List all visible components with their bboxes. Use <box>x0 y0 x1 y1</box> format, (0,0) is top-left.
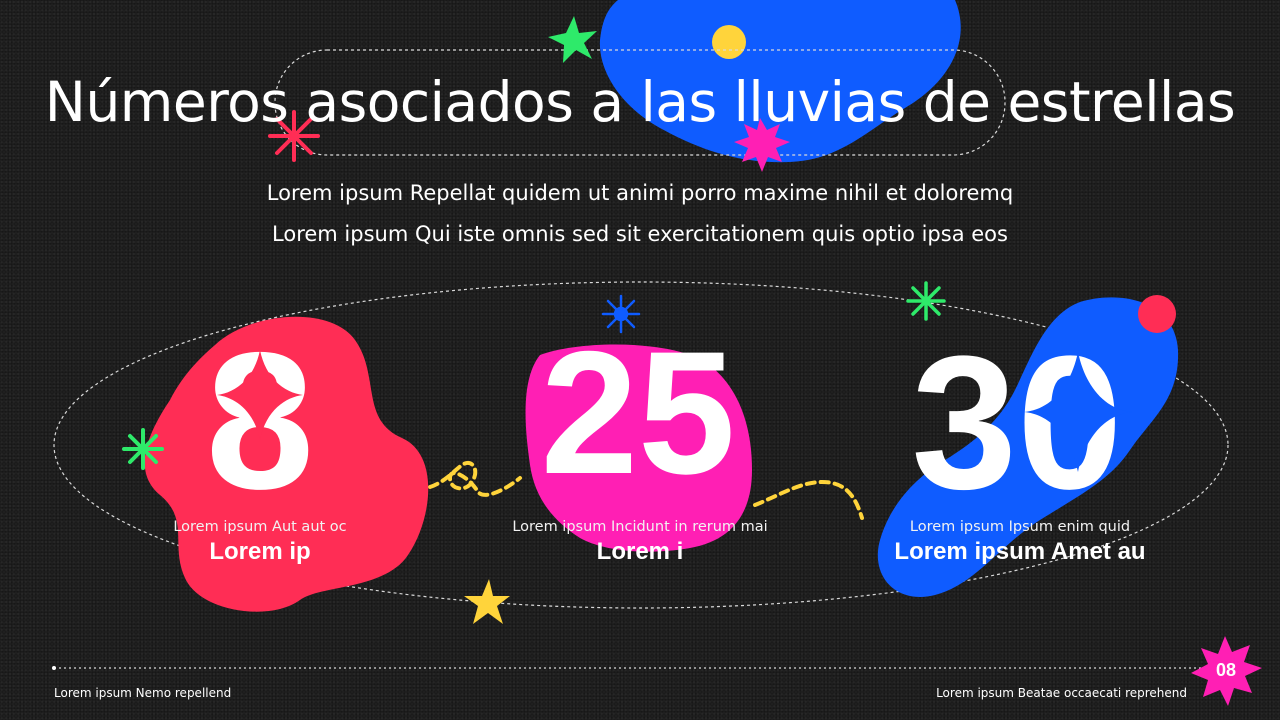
footer-right-text: Lorem ipsum Beatae occaecati reprehend <box>936 686 1187 700</box>
stat-label: Lorem ipsum Amet au <box>894 538 1146 565</box>
stat-card-3: Lorem ipsum Ipsum enim quid Lorem ipsum … <box>860 519 1180 566</box>
stat-caption: Lorem ipsum Ipsum enim quid <box>909 519 1131 535</box>
pink-blob <box>525 344 752 552</box>
blue-asterisk-icon <box>601 294 641 334</box>
red-dot <box>1138 295 1176 333</box>
red-sparkle-in-eight <box>217 350 303 440</box>
page-number: 08 <box>1215 660 1237 680</box>
stat-card-1: Lorem ipsum Aut aut oc Lorem ip <box>110 519 410 566</box>
subtitle-line-2: Lorem ipsum Qui iste omnis sed sit exerc… <box>272 222 1008 246</box>
stat-label: Lorem i <box>596 538 684 565</box>
yellow-star-icon <box>464 579 510 624</box>
stat-card-2: Lorem ipsum Incidunt in rerum mai Lorem … <box>480 519 800 566</box>
stat-label: Lorem ip <box>209 538 311 565</box>
green-asterisk-icon-right <box>906 281 946 321</box>
stat-caption: Lorem ipsum Incidunt in rerum mai <box>512 519 768 535</box>
red-blob <box>144 316 429 612</box>
yellow-squiggle <box>428 461 864 520</box>
subtitle-line-1: Lorem ipsum Repellat quidem ut animi por… <box>266 181 1014 205</box>
stat-caption: Lorem ipsum Aut aut oc <box>173 519 347 535</box>
title-dashed-pill <box>274 49 1006 156</box>
blue-sparkle-in-zero <box>1024 352 1132 472</box>
stat-value-2: 25 <box>541 316 736 511</box>
footer-left-text: Lorem ipsum Nemo repellend <box>54 686 232 700</box>
green-asterisk-icon-left <box>122 428 164 470</box>
dashed-ellipse <box>53 281 1229 609</box>
page-title: Números asociados a las lluvias de estre… <box>44 70 1236 134</box>
blue-blob-right <box>877 297 1179 597</box>
red-asterisk-icon <box>268 110 320 162</box>
pink-burst-icon <box>734 118 790 172</box>
yellow-dot <box>712 25 746 59</box>
footer-line-dot <box>52 666 56 670</box>
green-star-icon <box>548 16 597 63</box>
blue-blob-top <box>599 0 961 163</box>
page-number-burst-icon <box>1191 636 1262 706</box>
